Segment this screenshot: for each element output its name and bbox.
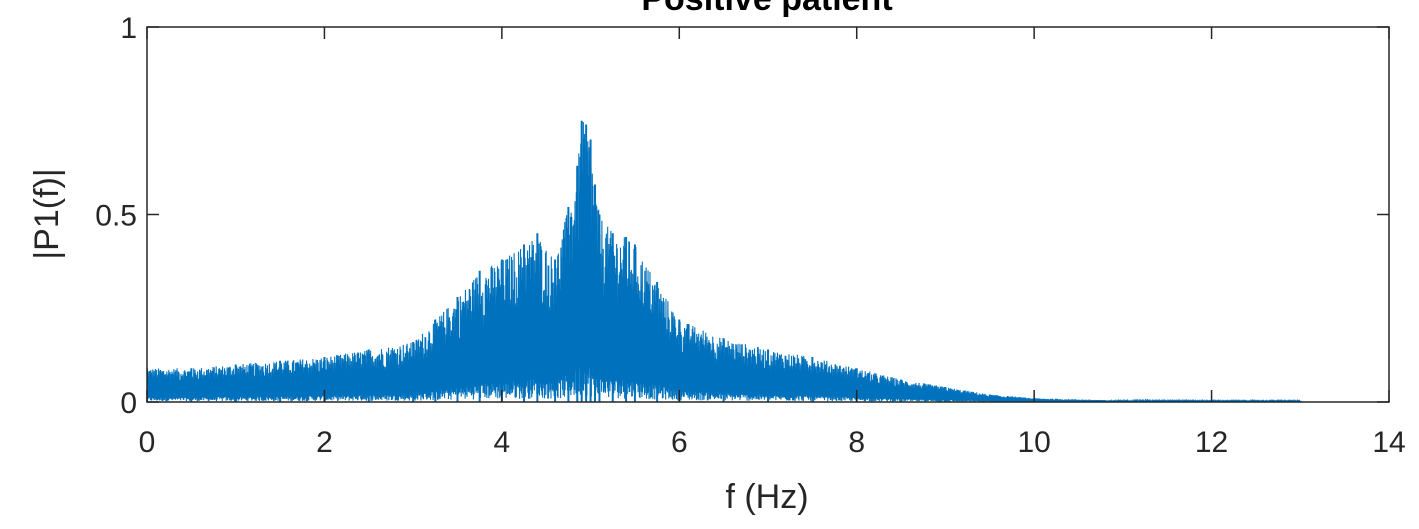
x-axis-label: f (Hz) (725, 478, 808, 516)
y-tick-label: 1 (120, 12, 137, 45)
y-tick-label: 0.5 (95, 200, 137, 233)
x-tick-label: 8 (848, 426, 865, 459)
x-tick-label: 4 (494, 426, 511, 459)
x-tick-label: 14 (1372, 426, 1405, 459)
chart-title: Positive patient (641, 0, 892, 18)
x-tick-label: 6 (671, 426, 688, 459)
x-tick-label: 0 (139, 426, 156, 459)
y-tick-label: 0 (120, 387, 137, 420)
y-axis-label: |P1(f)| (28, 168, 66, 259)
x-tick-label: 2 (316, 426, 333, 459)
axes-frame (146, 26, 1390, 403)
axis-ticks: 0 2 4 6 8 10 12 14 0 0.5 1 (95, 12, 1405, 459)
x-tick-label: 12 (1195, 426, 1228, 459)
plot-area (147, 120, 1302, 402)
x-tick-label: 10 (1017, 426, 1050, 459)
